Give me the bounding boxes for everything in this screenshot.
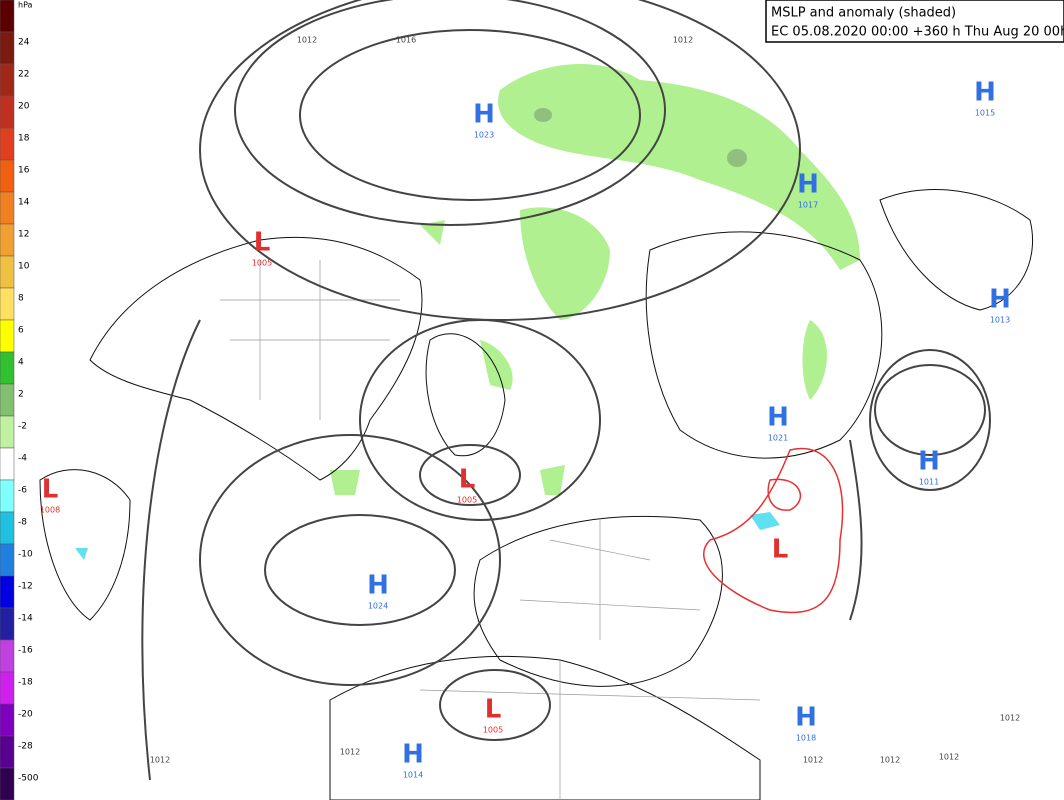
system-pressure: 1005 [252,259,272,268]
system-letter: H [989,285,1011,315]
colorbar-label: 12 [18,230,29,240]
colorbar-segment [0,447,15,481]
colorbar-label: 2 [18,390,24,400]
colorbar-segment [0,223,15,257]
colorbar-label: 6 [18,326,24,336]
colorbar-label: 16 [18,166,30,176]
system-pressure: 1008 [40,506,60,515]
colorbar-label: -6 [18,486,27,496]
isobars [141,0,991,781]
colorbar-segment [0,479,15,513]
system-letter: H [402,740,424,770]
colorbar-segment [0,575,15,609]
colorbar-label: -28 [18,742,33,752]
colorbar-label: 8 [18,294,24,304]
colorbar-label: 10 [18,262,30,272]
borders [220,260,761,800]
colorbar-segment [0,287,15,321]
colorbar-label: -16 [18,646,33,656]
system-pressure: 1018 [796,734,816,743]
system-pressure: 1013 [990,316,1010,325]
colorbar-segment [0,607,15,641]
system-pressure: 1005 [457,496,477,505]
colorbar-unit: hPa [18,1,33,10]
negative-anomaly [703,447,844,614]
colorbar-label: -18 [18,678,33,688]
colorbar-segment [0,703,15,737]
colorbar-label: -12 [18,582,33,592]
colorbar-segment [0,127,15,161]
colorbar-segment [0,543,15,577]
system-pressure: 1023 [474,131,494,140]
colorbar-segment [0,671,15,705]
colorbar-segment [0,95,15,129]
isobar-label: 1012 [1000,714,1020,723]
system-letter: L [254,228,271,258]
colorbar-segment [0,0,15,33]
colorbar-segment [0,255,15,289]
isobar-label: 1012 [803,756,823,765]
colorbar-label: -10 [18,550,33,560]
colorbar-segment [0,383,15,417]
colorbar-segment [0,159,15,193]
system-pressure: 1021 [768,434,788,443]
title-line: MSLP and anomaly (shaded) [771,6,956,21]
colorbar-segment [0,415,15,449]
system-letter: L [772,535,789,565]
system-letter: H [795,703,817,733]
colorbar-segment [0,63,15,97]
isobar-label: 1012 [880,756,900,765]
isobar-label: 1016 [396,36,416,45]
system-pressure: 1011 [919,478,939,487]
system-pressure: 1017 [798,201,818,210]
colorbar-label: -4 [18,454,27,464]
colorbar-segment [0,319,15,353]
isobar-label: 1012 [939,753,959,762]
system-pressure: 1005 [483,726,503,735]
title-line: EC 05.08.2020 00:00 +360 h Thu Aug 20 00… [771,25,1064,40]
colorbar-segment [0,639,15,673]
system-pressure: 1015 [975,109,995,118]
isobar-label: 1012 [297,36,317,45]
colorbar-segment [0,31,15,65]
colorbar-label: 20 [18,102,30,112]
system-letter: H [473,100,495,130]
system-pressure: 1024 [368,602,388,611]
colorbar-label: 14 [18,198,30,208]
system-pressure: 1014 [403,771,423,780]
isobar-label: 1012 [150,756,170,765]
colorbar-segment [0,191,15,225]
colorbar-label: -20 [18,710,33,720]
colorbar-label: 4 [18,358,24,368]
title-box [765,0,1064,43]
colorbar-segment [0,767,15,800]
colorbar-label: -500 [18,774,39,784]
colorbar-label: -8 [18,518,27,528]
isobar-label: 1012 [340,748,360,757]
isobar-label: 1012 [673,36,693,45]
system-letter: H [918,447,940,477]
system-letter: L [42,475,59,505]
colorbar-label: -2 [18,422,27,432]
anomaly-shading [75,63,860,560]
system-letter: H [367,571,389,601]
system-letter: H [767,403,789,433]
system-letter: H [974,78,996,108]
colorbar-segment [0,735,15,769]
colorbar-label: 18 [18,134,30,144]
system-letter: H [797,170,819,200]
colorbar-segment [0,351,15,385]
colorbar-segment [0,511,15,545]
system-letter: L [459,465,476,495]
colorbar-label: -14 [18,614,33,624]
colorbar-label: 22 [18,70,29,80]
coastlines [39,189,1034,800]
colorbar-label: 24 [18,38,30,48]
system-letter: L [485,695,502,725]
